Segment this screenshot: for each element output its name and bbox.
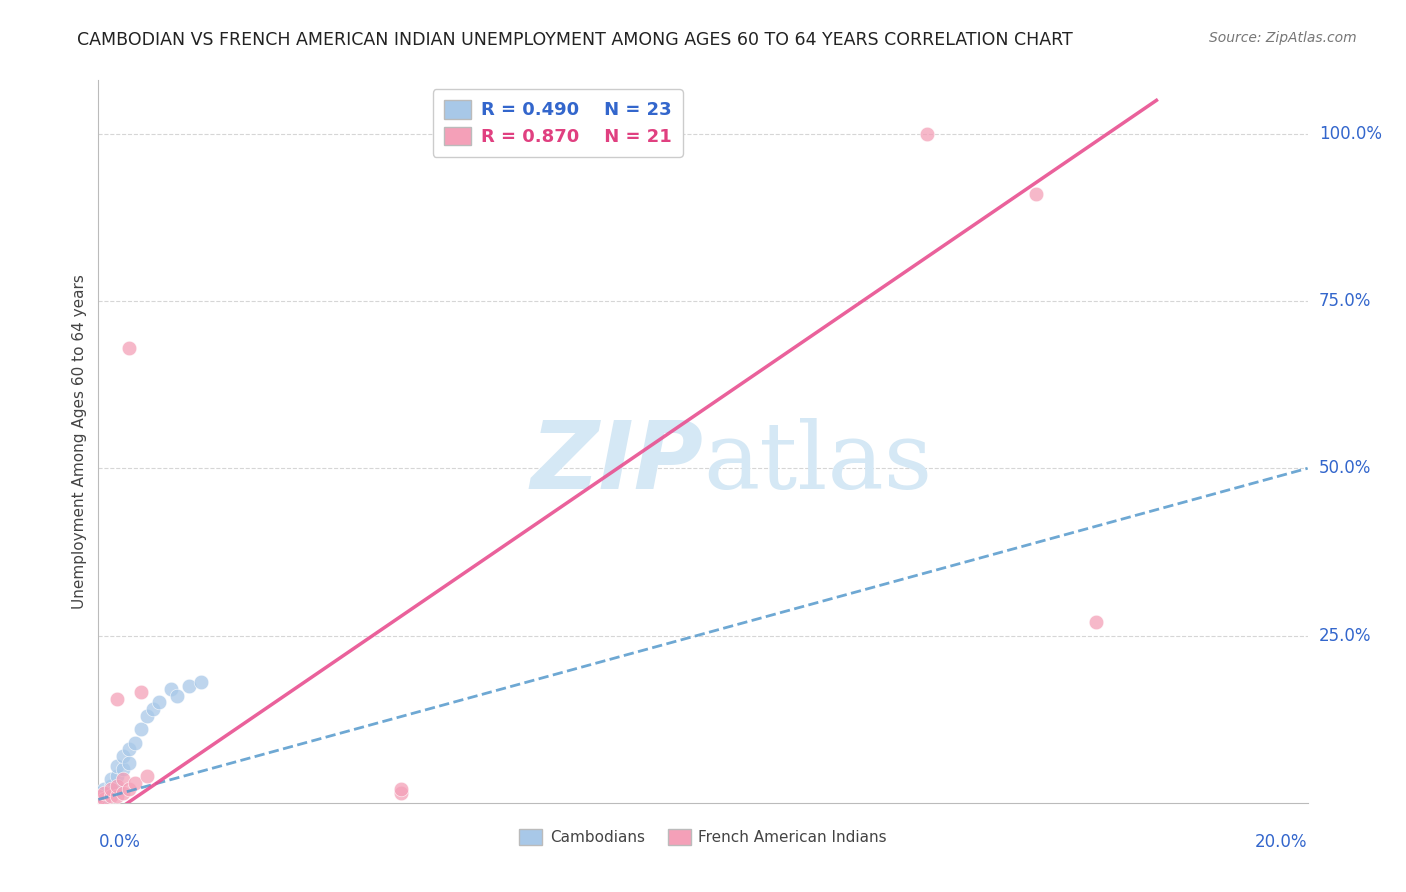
Point bbox=[111, 772, 134, 787]
Point bbox=[166, 689, 188, 703]
Point bbox=[100, 772, 122, 787]
Point bbox=[118, 782, 141, 797]
Point bbox=[129, 685, 152, 699]
Point bbox=[129, 723, 152, 737]
Point bbox=[118, 742, 141, 756]
Text: ZIP: ZIP bbox=[530, 417, 703, 509]
Text: 75.0%: 75.0% bbox=[1319, 292, 1371, 310]
Point bbox=[148, 696, 170, 710]
Point bbox=[87, 792, 110, 806]
Point bbox=[160, 681, 183, 696]
Point bbox=[124, 735, 146, 749]
Point bbox=[93, 782, 115, 797]
Point bbox=[389, 782, 412, 797]
Point bbox=[93, 786, 115, 800]
Legend: Cambodians, French American Indians: Cambodians, French American Indians bbox=[512, 822, 894, 853]
Point bbox=[105, 779, 128, 793]
Text: 20.0%: 20.0% bbox=[1256, 833, 1308, 851]
Point bbox=[87, 786, 110, 800]
Y-axis label: Unemployment Among Ages 60 to 64 years: Unemployment Among Ages 60 to 64 years bbox=[72, 274, 87, 609]
Point bbox=[142, 702, 165, 716]
Point bbox=[87, 789, 110, 804]
Point bbox=[105, 759, 128, 773]
Point bbox=[124, 776, 146, 790]
Point bbox=[190, 675, 212, 690]
Point bbox=[100, 782, 122, 797]
Point bbox=[105, 692, 128, 706]
Point bbox=[87, 789, 110, 804]
Point bbox=[111, 786, 134, 800]
Point bbox=[118, 756, 141, 770]
Text: 50.0%: 50.0% bbox=[1319, 459, 1371, 477]
Point bbox=[135, 769, 157, 783]
Point bbox=[135, 708, 157, 723]
Text: 100.0%: 100.0% bbox=[1319, 125, 1382, 143]
Point bbox=[100, 789, 122, 804]
Point bbox=[111, 749, 134, 764]
Point bbox=[111, 762, 134, 776]
Point bbox=[100, 779, 122, 793]
Point bbox=[105, 782, 128, 797]
Point bbox=[93, 792, 115, 806]
Text: atlas: atlas bbox=[703, 418, 932, 508]
Point bbox=[1024, 187, 1046, 202]
Point bbox=[87, 792, 110, 806]
Point bbox=[105, 789, 128, 804]
Text: 0.0%: 0.0% bbox=[98, 833, 141, 851]
Point bbox=[118, 341, 141, 355]
Point bbox=[389, 786, 412, 800]
Point bbox=[915, 127, 938, 141]
Text: CAMBODIAN VS FRENCH AMERICAN INDIAN UNEMPLOYMENT AMONG AGES 60 TO 64 YEARS CORRE: CAMBODIAN VS FRENCH AMERICAN INDIAN UNEM… bbox=[77, 31, 1073, 49]
Text: Source: ZipAtlas.com: Source: ZipAtlas.com bbox=[1209, 31, 1357, 45]
Point bbox=[1085, 615, 1108, 630]
Point bbox=[179, 679, 201, 693]
Point bbox=[93, 789, 115, 804]
Point bbox=[105, 769, 128, 783]
Text: 25.0%: 25.0% bbox=[1319, 626, 1371, 645]
